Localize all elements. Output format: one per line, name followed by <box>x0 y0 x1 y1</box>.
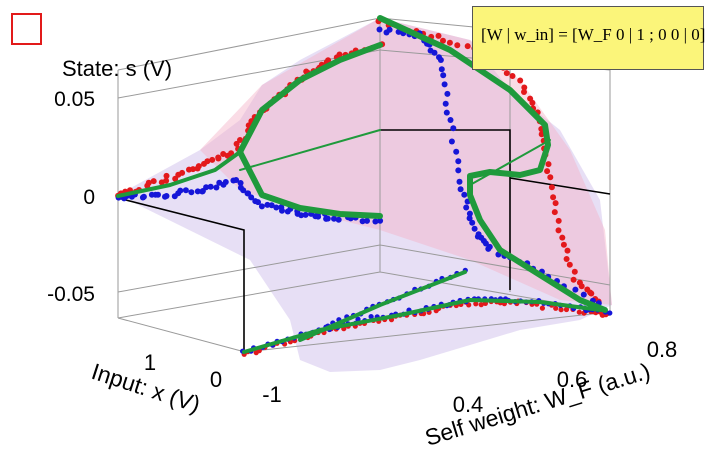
blue-data-point <box>315 214 321 220</box>
blue-data-point <box>455 167 461 173</box>
red-data-point <box>151 178 157 184</box>
red-data-point <box>504 70 510 76</box>
blue-data-point <box>581 292 587 298</box>
blue-data-point <box>377 27 383 33</box>
equation-text: [W | w_in] = [W_F 0 | 1 ; 0 0 | 0] <box>481 25 705 45</box>
blue-data-point <box>450 125 456 131</box>
red-data-point <box>556 227 562 233</box>
blue-data-point <box>155 192 161 198</box>
blue-data-point <box>141 194 147 200</box>
red-data-point <box>540 306 545 311</box>
blue-data-point <box>439 66 445 72</box>
red-data-point <box>572 269 578 275</box>
z-tick-label: 0 <box>83 186 95 209</box>
blue-data-point <box>164 193 170 199</box>
red-data-point <box>454 42 460 48</box>
blue-data-point <box>188 189 194 195</box>
blue-data-point <box>458 186 464 192</box>
red-data-point <box>510 73 516 79</box>
blue-data-point <box>607 310 612 315</box>
red-data-point <box>561 242 567 248</box>
red-data-point <box>436 33 442 39</box>
red-data-point <box>577 310 582 315</box>
blue-data-point <box>442 81 448 87</box>
blue-data-point <box>387 27 393 33</box>
x-tick-label: 1 <box>144 350 156 375</box>
blue-data-point <box>453 149 459 155</box>
blue-data-point <box>457 179 463 185</box>
red-data-point <box>521 89 527 95</box>
red-data-point <box>565 248 571 254</box>
blue-data-point <box>572 287 578 293</box>
red-data-point <box>553 306 558 311</box>
red-data-point <box>547 174 553 180</box>
blue-data-point <box>461 192 467 198</box>
z-axis-ticks: 0.05 0 -0.05 <box>47 88 95 306</box>
red-data-point <box>529 100 535 106</box>
z-axis-title: State: s (V) <box>62 56 172 81</box>
red-data-point <box>517 78 523 84</box>
red-data-point <box>559 235 565 241</box>
blue-data-point <box>448 117 454 123</box>
y-tick-label: 0.8 <box>647 337 678 362</box>
blue-data-point <box>444 91 450 97</box>
blue-data-point <box>449 139 455 145</box>
red-data-point <box>556 218 562 224</box>
blue-data-point <box>336 217 342 223</box>
red-data-point <box>552 209 558 215</box>
red-data-point <box>550 194 556 200</box>
blue-data-point <box>443 101 449 107</box>
blue-data-point <box>438 57 444 63</box>
blue-data-point <box>325 216 331 222</box>
red-data-point <box>546 161 552 167</box>
blue-data-point <box>444 110 450 116</box>
highlight-marker-square <box>11 13 42 45</box>
blue-data-point <box>303 212 309 218</box>
z-tick-label: -0.05 <box>47 283 95 306</box>
blue-data-point <box>440 72 446 78</box>
red-data-point <box>179 170 185 176</box>
blue-data-point <box>259 203 265 209</box>
red-data-point <box>164 173 170 179</box>
red-data-point <box>215 155 221 161</box>
red-data-point <box>544 168 550 174</box>
red-data-point <box>571 277 577 283</box>
x-tick-label: 0 <box>210 367 222 392</box>
red-data-point <box>549 184 555 190</box>
x-tick-label: -1 <box>262 382 282 407</box>
blue-data-point <box>223 179 229 185</box>
red-data-point <box>447 40 453 46</box>
blue-data-point <box>455 158 461 164</box>
equation-annotation-box: [W | w_in] = [W_F 0 | 1 ; 0 0 | 0] <box>472 6 704 70</box>
blue-data-point <box>208 184 214 190</box>
blue-data-point <box>485 246 491 252</box>
z-tick-label: 0.05 <box>54 88 95 111</box>
blue-data-point <box>183 187 189 193</box>
blue-data-point <box>432 50 438 56</box>
blue-data-point <box>463 205 469 211</box>
blue-data-point <box>279 208 285 214</box>
blue-data-point <box>364 218 370 224</box>
red-data-point <box>553 200 559 206</box>
red-data-point <box>567 262 573 268</box>
red-data-point <box>465 43 471 49</box>
red-data-point <box>588 291 594 297</box>
red-data-point <box>564 256 570 262</box>
red-data-point <box>209 157 215 163</box>
blue-data-point <box>469 220 475 226</box>
blue-data-point <box>472 226 478 232</box>
red-data-point <box>196 163 202 169</box>
blue-data-point <box>177 188 183 194</box>
red-data-point <box>579 283 585 289</box>
